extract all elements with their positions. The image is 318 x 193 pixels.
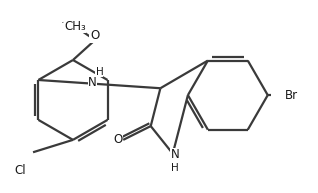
- Text: methoxy: methoxy: [62, 22, 68, 23]
- Text: O: O: [90, 29, 100, 42]
- Text: H: H: [171, 163, 179, 173]
- Text: Br: Br: [285, 89, 298, 102]
- Text: CH₃: CH₃: [64, 20, 86, 33]
- Text: O: O: [113, 133, 122, 146]
- Text: Cl: Cl: [14, 164, 26, 177]
- Text: H: H: [95, 67, 103, 77]
- Text: N: N: [88, 76, 97, 89]
- Text: N: N: [170, 148, 179, 161]
